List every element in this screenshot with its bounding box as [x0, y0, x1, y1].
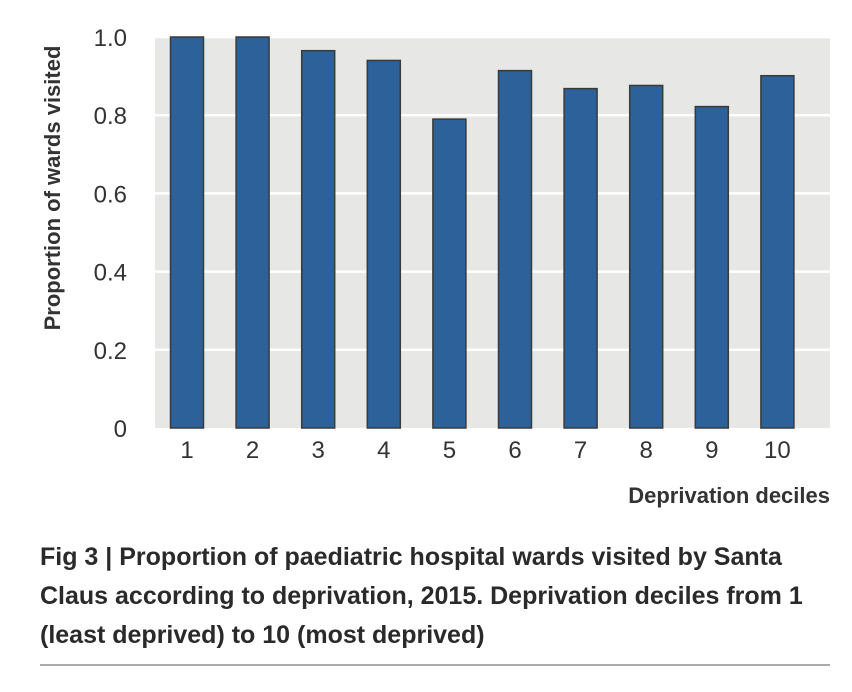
y-tick-label: 1.0 — [94, 25, 127, 52]
bar — [432, 118, 467, 429]
y-tick-label: 0.2 — [94, 338, 127, 365]
y-tick-label: 0.6 — [94, 181, 127, 208]
x-tick-label: 3 — [312, 437, 325, 464]
caption-separator: | — [105, 543, 113, 571]
bar — [694, 105, 730, 429]
figure-label: Fig 3 — [40, 543, 99, 571]
bar — [760, 74, 795, 429]
x-tick-label: 7 — [574, 437, 587, 464]
bottom-rule — [40, 664, 830, 666]
x-tick-label: 2 — [246, 437, 259, 464]
bar — [628, 84, 664, 429]
x-tick-label: 10 — [764, 437, 791, 464]
bar — [563, 87, 598, 429]
x-tick-label: 6 — [508, 437, 521, 464]
bar — [235, 36, 270, 429]
x-tick-label: 4 — [377, 437, 390, 464]
y-tick-label: 0.4 — [94, 260, 127, 287]
bar-chart: 0 0.2 0.4 0.6 0.8 1.0 1 2 3 4 5 6 7 8 9 10 Deprivation d… — [40, 25, 830, 508]
y-axis-label: Proportion of wards visited — [40, 46, 65, 331]
x-tick-label: 8 — [640, 437, 653, 464]
bar — [169, 36, 205, 429]
bar — [300, 49, 336, 429]
bar — [366, 59, 402, 429]
figure-caption: Fig 3 | Proportion of paediatric hospita… — [40, 538, 830, 655]
caption-text: Proportion of paediatric hospital wards … — [40, 543, 803, 649]
x-tick-label: 1 — [180, 437, 193, 464]
x-tick-label: 5 — [443, 437, 456, 464]
y-tick-label: 0 — [114, 416, 127, 443]
bar — [497, 69, 533, 429]
y-tick-label: 0.8 — [94, 103, 127, 130]
x-tick-label: 9 — [705, 437, 718, 464]
x-axis-label: Deprivation deciles — [628, 483, 830, 508]
